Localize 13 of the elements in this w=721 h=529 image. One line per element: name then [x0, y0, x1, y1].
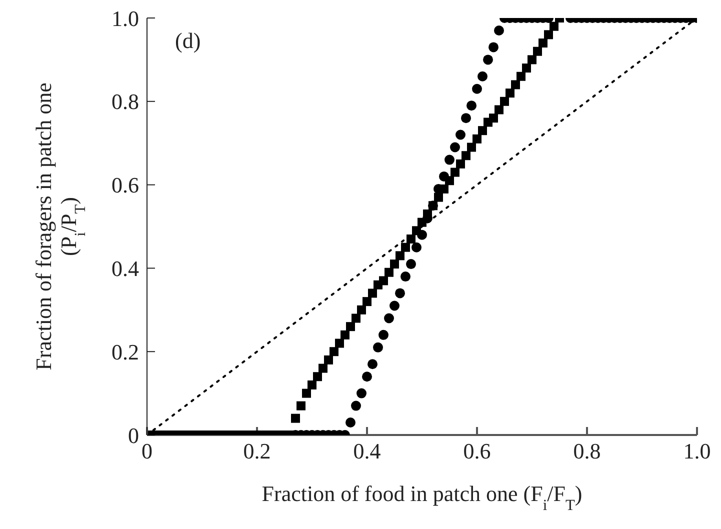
x-tick-label: 1.0: [683, 438, 711, 464]
y-tick-label: 0.2: [112, 339, 139, 364]
y-tick-label: 1.0: [112, 6, 139, 31]
y-tick-label: 0.8: [112, 89, 139, 114]
annotation: (d): [175, 28, 201, 53]
x-axis-title: Fraction of food in patch one (F$_{i}$/F$_{T}$): [262, 481, 582, 514]
y-tick-label: 0.4: [112, 256, 139, 282]
x-tick-label: 0.2: [243, 438, 271, 464]
y-tick-label: 0: [128, 422, 139, 448]
x-tick-label: 0.4: [353, 438, 381, 464]
y-tick-label: 0.6: [112, 172, 139, 198]
x-tick-label: 0.6: [463, 438, 491, 464]
x-tick-label: 0.8: [573, 438, 601, 464]
